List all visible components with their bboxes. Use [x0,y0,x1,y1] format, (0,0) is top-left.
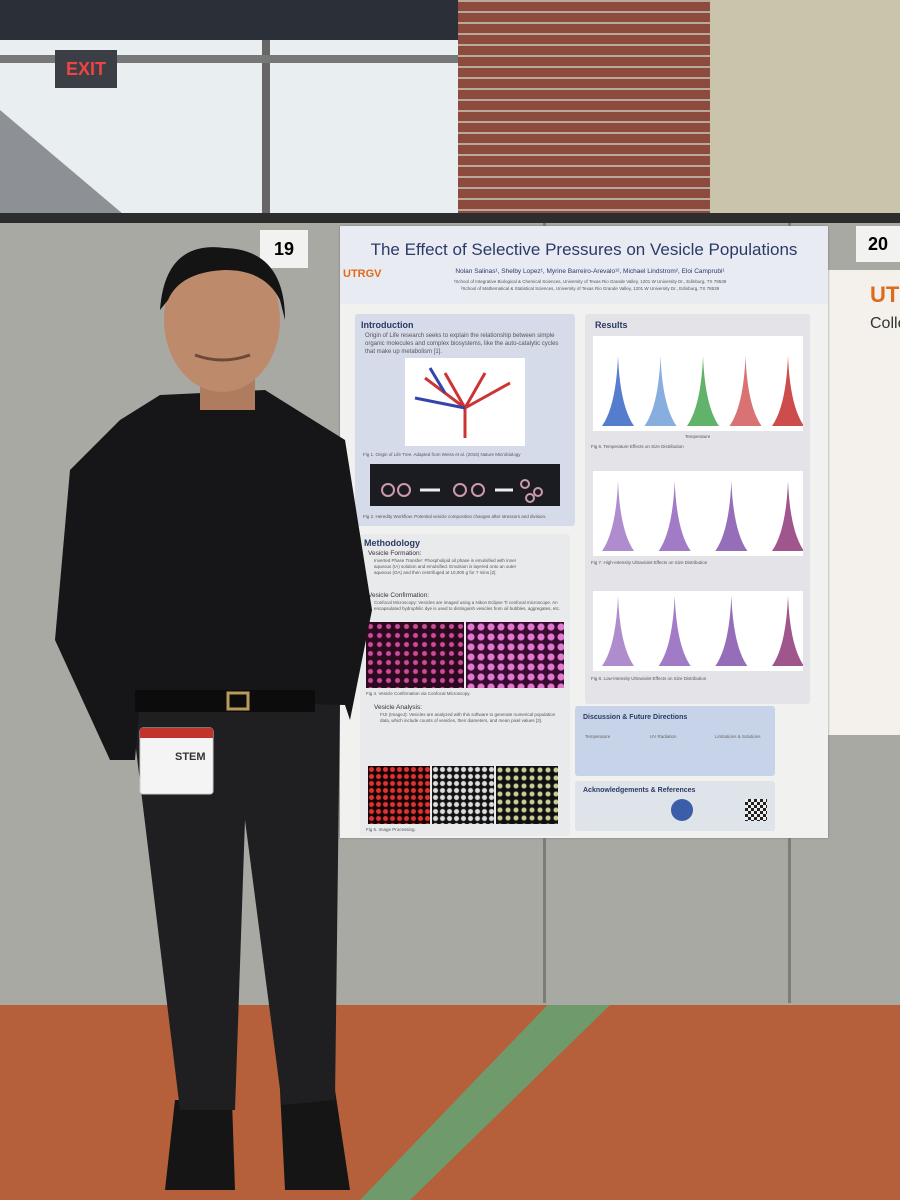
violin [687,356,719,426]
caption: Fig 4. Vesicle Confirmation via Confocal… [366,691,471,696]
panel-top [0,213,900,223]
column: Limitations & Solutions [715,734,761,739]
micrograph [432,766,494,824]
shape [381,479,543,503]
heading: Results [595,320,628,330]
caption: Fig 1. Origin of Life Tree. Adapted from… [363,452,521,457]
column: Temperature [585,734,611,739]
violin [644,356,677,426]
violin [772,481,803,551]
subheading: Vesicle Confirmation: [368,592,430,599]
logo: UTRGV [343,268,382,280]
window-frame [262,40,270,220]
caption: Fig 5. Image Processing. [366,827,416,832]
micrograph [366,622,464,688]
text: FIJI (ImageJ): Vesicles are analyzed wit… [380,712,556,723]
violin [772,356,803,426]
introduction: Introduction Origin of Life research see… [355,314,575,526]
text: Origin of Life research seeks to explain… [365,333,559,355]
shape [453,483,467,497]
logo: UT [870,282,900,307]
heading: Methodology [364,538,420,548]
booth-number: 19 [260,230,308,268]
text: Confocal Microscopy: Vesicles are imaged… [374,600,561,611]
hair [160,247,285,320]
violin [658,596,691,666]
workflow-figure [370,464,560,506]
heading: Introduction [361,320,414,330]
methodology: Methodology Vesicle Formation: Inverted … [360,534,570,836]
violin [602,481,634,551]
micrograph [496,766,558,824]
text: Inverted Phase Transfer: Phospholipid oi… [374,558,517,575]
caption: Fig 6. Temperature Effects on Size Distr… [591,444,684,449]
shoes [165,1090,350,1190]
trousers [130,700,340,1110]
shirt [55,390,372,760]
mouth [194,353,251,362]
brick-wall [458,0,710,220]
violin [715,596,748,666]
shape [397,483,411,497]
discussion: Discussion & Future Directions Temperatu… [575,706,775,776]
badge-band [140,728,213,738]
face [164,248,280,392]
micrograph [466,622,564,688]
violin [602,356,634,426]
shape [533,487,543,497]
heading: Acknowledgements & References [583,787,696,794]
buckle [226,691,250,711]
badge-label: STEM [175,751,206,763]
acknowledgements: Acknowledgements & References [575,781,775,831]
subheading: Vesicle Formation: [368,550,422,557]
qr-code [745,799,767,821]
heading: Discussion & Future Directions [583,714,688,721]
shape [381,483,395,497]
shape [414,367,466,410]
heading: Colleg [870,315,900,332]
booth-number: 20 [856,226,900,262]
window-frame [0,55,458,63]
authors: Nolan Salinas¹, Shelby Lopez¹, Myrine Ba… [455,268,725,275]
violin [602,596,634,666]
logo-seal [671,799,693,821]
violin [772,596,803,666]
shape [525,493,535,503]
affiliation: ¹School of Integrative Biological & Chem… [453,279,727,284]
violin-plots [593,336,803,671]
header-band [340,226,828,304]
caption: Fig 7. High-Intensity Ultraviolet Effect… [591,560,708,565]
floor [0,1005,900,1200]
caption: Fig 2. Heredity Workflow. Potential vesi… [363,514,547,519]
column: UV Radiation [650,734,677,739]
shape [471,483,485,497]
caption: Fig 8. Low-Intensity Ultraviolet Effects… [591,676,707,681]
poster: The Effect of Selective Pressures on Ves… [340,226,828,838]
poster-title: The Effect of Selective Pressures on Ves… [370,240,798,259]
wall [710,0,900,220]
violin [729,356,762,426]
affiliation: ²School of Mathematical & Statistical Sc… [460,286,720,291]
axis-title: Temperature [685,434,711,439]
tree-figure [405,358,525,446]
right-poster: UT Colleg [826,270,900,735]
shape [602,356,803,666]
micrograph [368,766,430,824]
shape [520,479,530,489]
subheading: Vesicle Analysis: [374,704,423,711]
belt [135,690,315,712]
exit-sign: EXIT [55,50,117,88]
violin [715,481,748,551]
results: Results Temperature Fig 6. Temperature E… [585,314,810,704]
violin [658,481,691,551]
